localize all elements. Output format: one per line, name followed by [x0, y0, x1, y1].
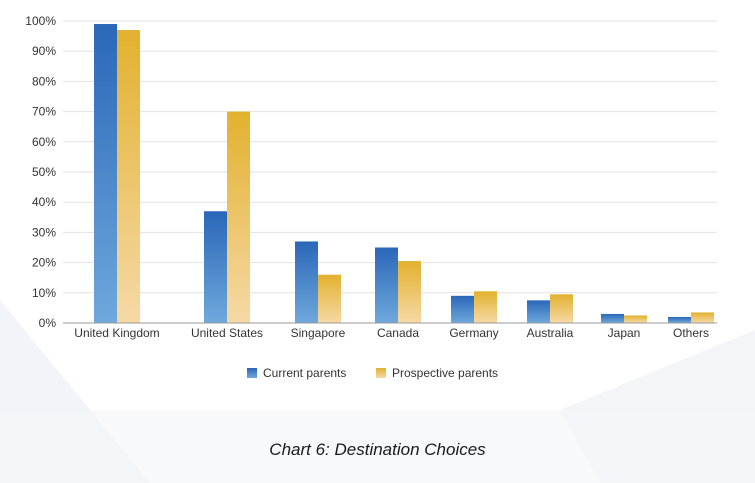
y-tick-label: 40%: [32, 195, 56, 209]
bar-prospective-0: [117, 30, 140, 324]
bar-prospective-5: [550, 294, 573, 323]
bar-current-6: [601, 313, 624, 323]
x-axis-category-labels: United Kingdom United States Singapore Cana…: [74, 326, 709, 340]
bar-prospective-4: [474, 291, 497, 323]
y-tick-label: 70%: [32, 105, 56, 119]
legend-label-current: Current parents: [263, 366, 346, 380]
y-axis-tick-labels: 0% 10% 20% 30% 40% 50% 60% 70% 80% 90% 100%: [25, 14, 56, 330]
x-category-label: Japan: [608, 326, 641, 340]
bar-current-0: [94, 24, 117, 324]
y-tick-label: 90%: [32, 44, 56, 58]
bar-prospective-6: [624, 315, 647, 323]
x-category-label: Canada: [377, 326, 419, 340]
bar-current-2: [295, 241, 318, 323]
bar-current-5: [527, 300, 550, 323]
legend: Current parents Prospective parents: [247, 366, 498, 380]
x-category-label: Others: [673, 326, 709, 340]
bar-current-1: [204, 211, 227, 323]
y-tick-label: 20%: [32, 256, 56, 270]
bar-current-7: [668, 316, 691, 323]
bar-prospective-7: [691, 312, 714, 323]
chart-title: Chart 6: Destination Choices: [269, 440, 486, 459]
gridlines: [63, 20, 717, 294]
x-category-label: Germany: [449, 326, 498, 340]
bar-prospective-1: [227, 111, 250, 323]
x-category-label: United States: [191, 326, 263, 340]
x-category-label: Singapore: [291, 326, 346, 340]
y-tick-label: 60%: [32, 135, 56, 149]
x-category-label: Australia: [527, 326, 574, 340]
y-tick-label: 30%: [32, 225, 56, 239]
y-tick-label: 50%: [32, 165, 56, 179]
legend-label-prospective: Prospective parents: [392, 366, 498, 380]
bar-current-3: [375, 247, 398, 323]
bars: [94, 24, 714, 324]
legend-swatch-prospective: [376, 368, 386, 378]
bar-prospective-2: [318, 274, 341, 323]
legend-swatch-current: [247, 368, 257, 378]
y-tick-label: 0%: [39, 316, 57, 330]
bar-prospective-3: [398, 261, 421, 323]
y-tick-label: 80%: [32, 74, 56, 88]
y-tick-label: 10%: [32, 286, 56, 300]
y-tick-label: 100%: [25, 14, 56, 28]
x-category-label: United Kingdom: [74, 326, 159, 340]
bar-current-4: [451, 295, 474, 323]
